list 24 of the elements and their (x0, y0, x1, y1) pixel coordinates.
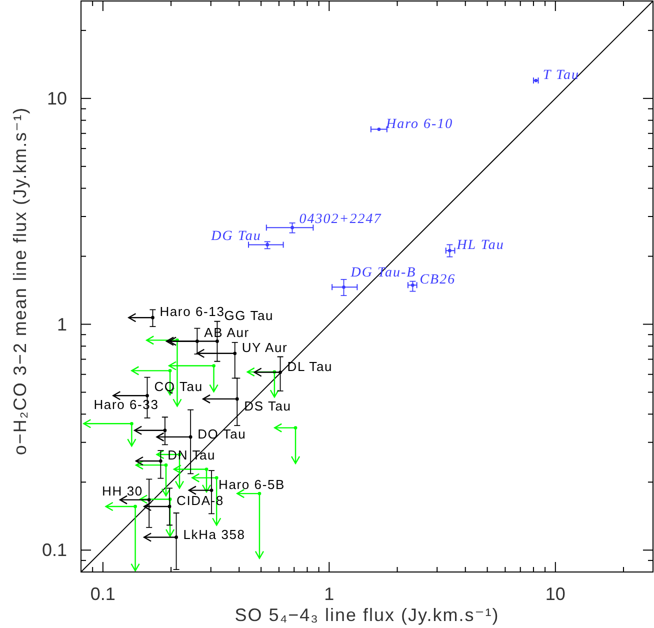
annotation: T Tau (542, 68, 580, 84)
x-tick-label: 1 (324, 584, 334, 604)
annotation: GG Tau (224, 308, 274, 323)
annotation: DO Tau (198, 426, 246, 442)
annotation: Haro 6-5B (218, 476, 285, 492)
y-tick-label: 10 (46, 88, 67, 108)
x-tick-label: 10 (545, 584, 566, 604)
y-tick-label: 0.1 (42, 540, 67, 560)
annotation: HH 30 (102, 483, 143, 498)
annotation: DL Tau (287, 358, 333, 374)
annotation: DG Tau-B (350, 266, 416, 281)
annotation: HL Tau (456, 238, 504, 254)
y-tick-label: 1 (56, 314, 67, 334)
annotation: CB26 (420, 272, 456, 288)
annotation: DS Tau (244, 398, 292, 414)
x-tick-label: 0.1 (90, 584, 116, 604)
annotation: UY Aur (242, 340, 288, 355)
annotation: 04302+2247 (299, 212, 382, 228)
annotation: Haro 6-13 (160, 304, 225, 320)
annotation: Haro 6-10 (384, 116, 454, 132)
x-axis-title: SO 5₄−4₃ line flux (Jy.km.s⁻¹) (234, 605, 500, 625)
y-axis-title: o−H₂CO 3−2 mean line flux (Jy.km.s⁻¹) (10, 106, 30, 456)
annotation: LkHa 358 (183, 526, 246, 542)
annotation: DG Tau (210, 229, 262, 244)
